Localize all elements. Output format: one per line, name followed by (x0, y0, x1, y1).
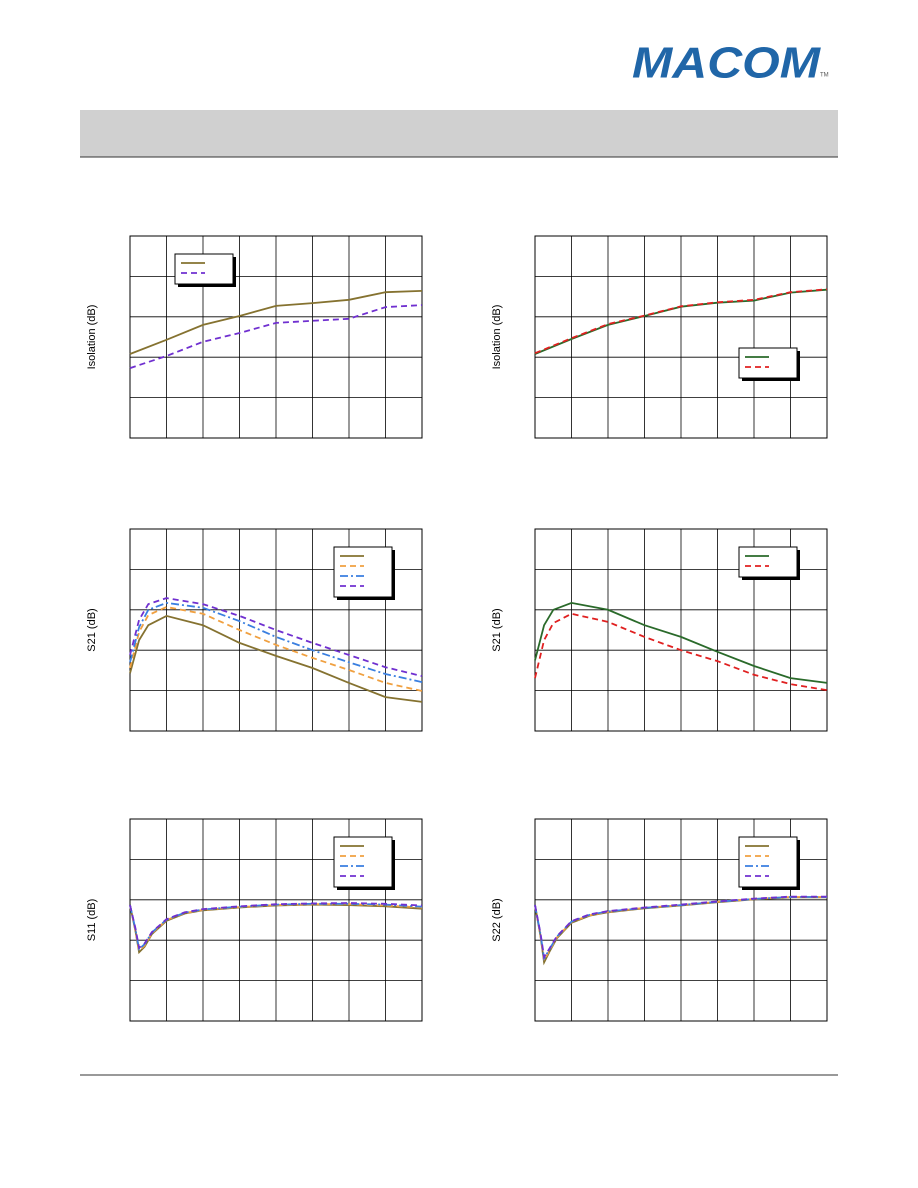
y-axis-label: S22 (dB) (491, 898, 503, 941)
series-line (129, 606, 423, 692)
legend (738, 836, 798, 888)
y-axis-label: S21 (dB) (86, 608, 98, 651)
logo-trademark: TM (820, 73, 829, 79)
y-axis-label: S21 (dB) (491, 608, 503, 651)
y-axis-label: S11 (dB) (86, 899, 98, 942)
legend (333, 546, 393, 598)
header-band (80, 110, 838, 157)
series-line (534, 288, 828, 355)
series-line (129, 601, 423, 683)
legend (738, 546, 798, 578)
y-axis-label: Isolation (dB) (86, 305, 98, 370)
series-line (129, 902, 423, 950)
series-line (129, 304, 423, 369)
series-line (534, 895, 827, 960)
logo: MACOM (632, 39, 821, 88)
legend (333, 836, 393, 888)
legend (738, 347, 798, 379)
legend (174, 253, 234, 285)
series-line (129, 614, 423, 703)
series-line (534, 612, 828, 692)
y-axis-label: Isolation (dB) (491, 305, 503, 370)
series-line (534, 601, 828, 684)
series-line (129, 290, 423, 355)
